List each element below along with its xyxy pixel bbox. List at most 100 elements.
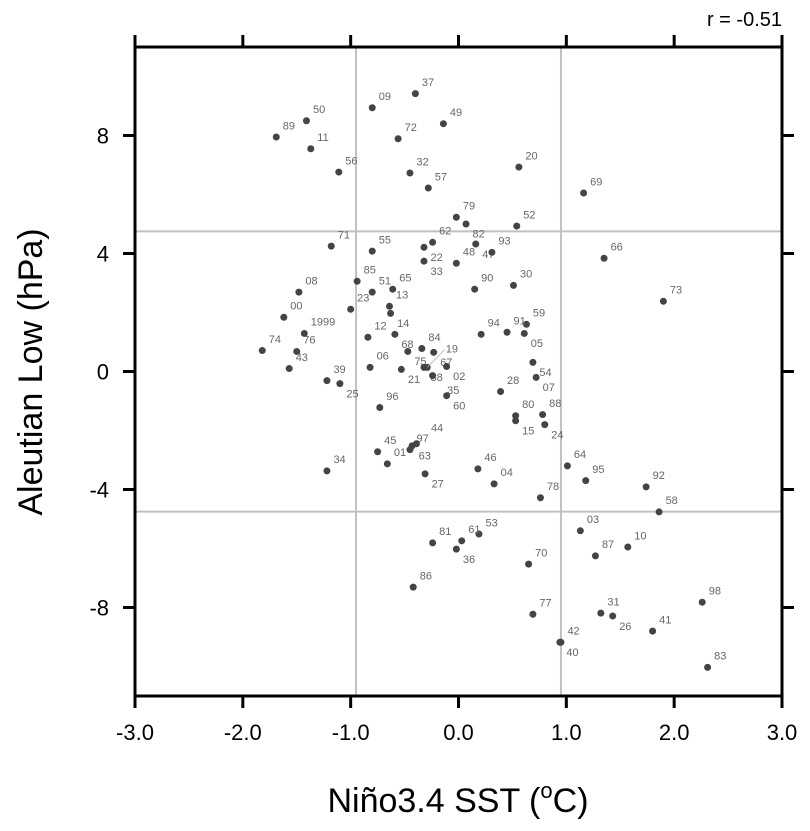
point-marker [474, 465, 482, 473]
point-label: 89 [283, 120, 295, 132]
point-marker [659, 297, 667, 305]
point-marker [285, 365, 293, 373]
point-label: 00 [290, 301, 302, 313]
data-point-32: 32 [406, 156, 429, 177]
reference-lines [135, 47, 782, 696]
point-marker [576, 527, 584, 535]
point-label: 28 [507, 375, 519, 387]
point-label: 87 [602, 539, 614, 551]
data-point-02: 02 [443, 362, 465, 383]
data-point-12: 12 [364, 321, 387, 341]
y-tick-label: 8 [97, 124, 109, 149]
point-label: 08 [305, 275, 317, 287]
data-point-19: 19 [423, 343, 458, 371]
data-point-20: 20 [515, 150, 538, 171]
data-point-43: 43 [285, 352, 308, 373]
data-point-65: 65 [389, 272, 411, 293]
point-marker [541, 421, 549, 429]
data-point-66: 66 [600, 242, 623, 262]
data-point-15: 15 [512, 417, 534, 437]
point-label: 40 [566, 647, 578, 659]
point-label: 86 [420, 570, 432, 582]
point-label: 03 [587, 514, 599, 526]
data-point-52: 52 [513, 209, 535, 230]
point-label: 19 [446, 343, 458, 355]
point-marker [404, 347, 412, 355]
point-marker [452, 545, 460, 553]
point-label: 53 [485, 517, 497, 529]
point-label: 82 [473, 229, 485, 241]
point-marker [477, 330, 485, 338]
data-point-90: 90 [471, 272, 493, 293]
data-point-36: 36 [452, 545, 475, 566]
point-marker [462, 220, 470, 228]
point-label: 41 [659, 614, 671, 626]
point-marker [642, 483, 650, 491]
label-leader-line [426, 349, 445, 368]
point-label: 57 [435, 171, 447, 183]
y-tick-label: 0 [97, 360, 109, 385]
point-label: 06 [377, 351, 389, 363]
data-point-62: 62 [429, 226, 451, 246]
correlation-annotation: r = -0.51 [707, 9, 782, 31]
point-marker [655, 508, 663, 516]
point-label: 64 [574, 449, 586, 461]
point-label: 88 [549, 398, 561, 410]
point-marker [412, 440, 420, 448]
point-label: 96 [386, 391, 398, 403]
data-point-56: 56 [335, 155, 358, 176]
x-tick-label: 2.0 [659, 720, 690, 745]
point-marker [649, 627, 657, 635]
data-point-37: 37 [411, 77, 434, 98]
x-tick-label: 1.0 [551, 720, 582, 745]
data-point-96: 96 [376, 391, 399, 411]
point-marker [411, 90, 419, 98]
point-marker [475, 530, 483, 538]
point-marker [529, 358, 537, 366]
point-label: 49 [450, 107, 462, 119]
data-point-46: 46 [474, 452, 497, 473]
point-label: 66 [611, 242, 623, 254]
point-marker [532, 373, 540, 381]
data-point-45: 45 [374, 435, 396, 456]
data-point-04: 04 [490, 467, 513, 488]
x-axis-label-sup: o [540, 778, 552, 803]
data-point-26: 26 [609, 612, 631, 633]
point-marker [503, 328, 511, 336]
data-point-73: 73 [659, 285, 682, 305]
point-marker [458, 537, 466, 545]
point-label: 26 [619, 621, 631, 633]
x-axis-label-prefix: Niño3.4 SST ( [327, 782, 541, 820]
point-marker [258, 347, 266, 355]
point-marker [368, 288, 376, 296]
point-label: 91 [514, 316, 526, 328]
point-label: 14 [397, 318, 409, 330]
data-point-31: 31 [597, 596, 620, 617]
point-marker [536, 494, 544, 502]
point-label: 44 [431, 422, 443, 434]
data-point-13: 13 [385, 290, 408, 310]
point-label: 55 [379, 234, 391, 246]
data-point-14: 14 [387, 309, 409, 330]
point-marker [421, 470, 429, 478]
point-marker [698, 598, 706, 606]
x-tick-label: 0.0 [443, 720, 474, 745]
point-marker [302, 117, 310, 125]
data-point-80: 80 [512, 399, 534, 420]
point-marker [406, 169, 414, 177]
data-point-25: 25 [336, 380, 359, 400]
y-tick-label: -8 [89, 596, 109, 621]
point-label: 34 [333, 454, 345, 466]
data-point-28: 28 [497, 375, 519, 396]
data-point-49: 49 [439, 107, 462, 128]
point-marker [452, 213, 460, 221]
point-label: 15 [522, 425, 534, 437]
point-label: 54 [539, 367, 551, 379]
data-point-48: 48 [452, 247, 475, 267]
point-label: 1999 [311, 317, 335, 329]
point-label: 04 [501, 467, 513, 479]
point-marker [580, 189, 588, 197]
data-point-89: 89 [272, 120, 295, 141]
data-point-09: 09 [368, 91, 391, 112]
